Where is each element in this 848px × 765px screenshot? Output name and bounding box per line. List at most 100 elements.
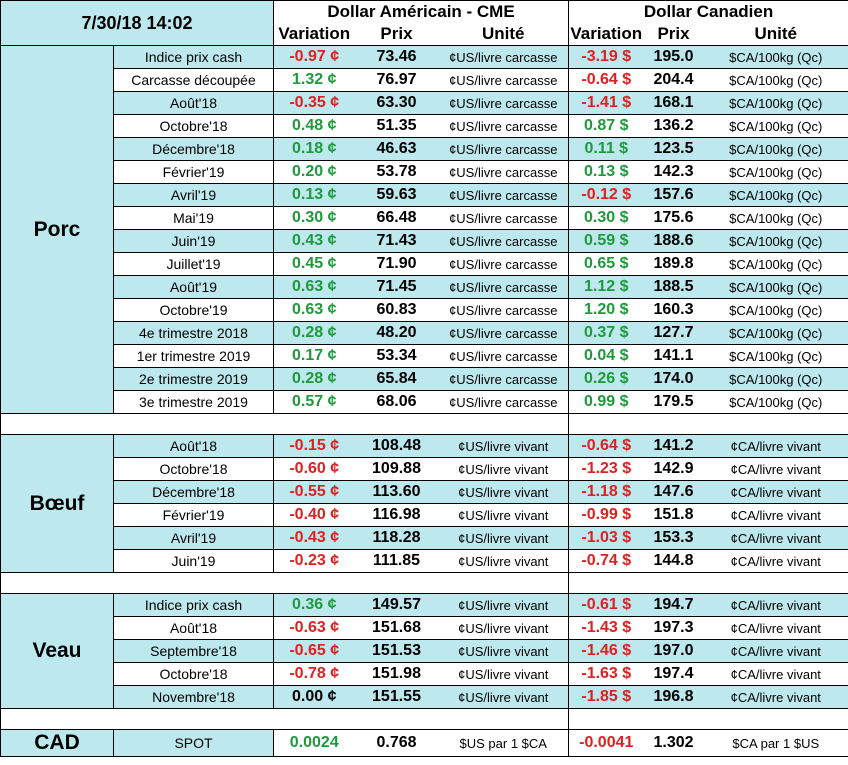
- cad-unit: $CA/100kg (Qc): [703, 137, 848, 161]
- usd-unit: ¢US/livre vivant: [438, 593, 570, 617]
- table-row: Octobre'18 0.48 ¢ 51.35 ¢US/livre carcasse 0…: [1, 114, 848, 138]
- usd-variation: 0.28 ¢: [273, 321, 355, 345]
- cad-price: 147.6: [643, 480, 704, 504]
- table-row: Novembre'18 0.00 ¢ 151.55 ¢US/livre vivant -…: [1, 685, 848, 709]
- row-label: Mai'19: [113, 206, 274, 230]
- usd-price: 0.768: [354, 729, 439, 757]
- usd-price: 71.90: [354, 252, 439, 276]
- usd-variation: 0.28 ¢: [273, 367, 355, 391]
- cad-price: 157.6: [643, 183, 704, 207]
- usd-unit: ¢US/livre carcasse: [438, 91, 570, 115]
- cad-unit: $CA/100kg (Qc): [703, 390, 848, 414]
- usd-price: 113.60: [354, 480, 439, 504]
- spacer-row: [0, 413, 848, 435]
- usd-price: 65.84: [354, 367, 439, 391]
- usd-price: 151.53: [354, 639, 439, 663]
- row-label: 1er trimestre 2019: [113, 344, 274, 368]
- cad-variation: 1.20 $: [568, 298, 644, 322]
- cad-unit: $CA/100kg (Qc): [703, 68, 848, 92]
- row-label: 4e trimestre 2018: [113, 321, 274, 345]
- cad-price: 188.6: [643, 229, 704, 253]
- table-row: Octobre'18 -0.78 ¢ 151.98 ¢US/livre vivant -…: [1, 662, 848, 686]
- row-label: Indice prix cash: [113, 593, 274, 617]
- table-row: 4e trimestre 2018 0.28 ¢ 48.20 ¢US/livre ca…: [1, 321, 848, 345]
- usd-price: 46.63: [354, 137, 439, 161]
- row-label: SPOT: [113, 729, 274, 757]
- cad-price: 175.6: [643, 206, 704, 230]
- cad-price: 123.5: [643, 137, 704, 161]
- cad-unit: ¢CA/livre vivant: [703, 639, 848, 663]
- table-row: 3e trimestre 2019 0.57 ¢ 68.06 ¢US/livre ca…: [1, 390, 848, 414]
- cad-price: 141.1: [643, 344, 704, 368]
- table-row: Avril'19 -0.43 ¢ 118.28 ¢US/livre vivant -1.…: [1, 526, 848, 550]
- cad-unit: ¢CA/livre vivant: [703, 503, 848, 527]
- table-row: Février'19 0.20 ¢ 53.78 ¢US/livre carcasse 0…: [1, 160, 848, 184]
- usd-unit: ¢US/livre carcasse: [438, 321, 570, 345]
- cad-price: 197.3: [643, 616, 704, 640]
- cad-unit: $CA/100kg (Qc): [703, 344, 848, 368]
- cad-variation: -1.85 $: [568, 685, 644, 709]
- header-row-2: Variation Prix Unité Variation Prix Unit…: [1, 23, 848, 46]
- cad-variation: -3.19 $: [568, 45, 644, 69]
- cad-variation: 0.11 $: [568, 137, 644, 161]
- usd-price: 71.45: [354, 275, 439, 299]
- table-row: Juin'19 0.43 ¢ 71.43 ¢US/livre carcasse 0.59…: [1, 229, 848, 253]
- row-label: Octobre'18: [113, 457, 274, 481]
- usd-price: 151.68: [354, 616, 439, 640]
- cad-unit: $CA/100kg (Qc): [703, 298, 848, 322]
- spacer-cad: [568, 572, 848, 594]
- usd-unit: ¢US/livre carcasse: [438, 344, 570, 368]
- cad-variation: -0.64 $: [568, 68, 644, 92]
- usd-price: 51.35: [354, 114, 439, 138]
- row-label: Octobre'18: [113, 662, 274, 686]
- cad-unit: ¢CA/livre vivant: [703, 685, 848, 709]
- cad-price: 196.8: [643, 685, 704, 709]
- usd-price: 76.97: [354, 68, 439, 92]
- usd-unit: ¢US/livre vivant: [438, 503, 570, 527]
- usd-variation: 0.36 ¢: [273, 593, 355, 617]
- cad-col-unite: Unité: [703, 23, 848, 46]
- cad-unit: $CA/100kg (Qc): [703, 45, 848, 69]
- cad-unit: $CA par 1 $US: [703, 729, 848, 757]
- usd-variation: -0.97 ¢: [273, 45, 355, 69]
- usd-unit: ¢US/livre vivant: [438, 434, 570, 458]
- cad-unit: $CA/100kg (Qc): [703, 321, 848, 345]
- table-row: Carcasse découpée 1.32 ¢ 76.97 ¢US/livre ca…: [1, 68, 848, 92]
- cad-variation: -0.64 $: [568, 434, 644, 458]
- usd-variation: 0.17 ¢: [273, 344, 355, 368]
- usd-price: 53.78: [354, 160, 439, 184]
- cad-price: 141.2: [643, 434, 704, 458]
- cad-price: 144.8: [643, 549, 704, 573]
- usd-variation: 0.43 ¢: [273, 229, 355, 253]
- cad-unit: ¢CA/livre vivant: [703, 480, 848, 504]
- report-datetime: 7/30/18 14:02: [0, 0, 274, 46]
- usd-variation: -0.78 ¢: [273, 662, 355, 686]
- usd-unit: ¢US/livre carcasse: [438, 114, 570, 138]
- row-label: 3e trimestre 2019: [113, 390, 274, 414]
- cad-price: 195.0: [643, 45, 704, 69]
- usd-unit: ¢US/livre vivant: [438, 662, 570, 686]
- row-label: Novembre'18: [113, 685, 274, 709]
- row-label: Août'19: [113, 275, 274, 299]
- usd-unit: ¢US/livre carcasse: [438, 68, 570, 92]
- cad-unit: $CA/100kg (Qc): [703, 252, 848, 276]
- table-row: Septembre'18 -0.65 ¢ 151.53 ¢US/livre vivan…: [1, 639, 848, 663]
- cad-price: 142.3: [643, 160, 704, 184]
- usd-unit: ¢US/livre carcasse: [438, 275, 570, 299]
- cad-variation: -1.18 $: [568, 480, 644, 504]
- cad-unit: ¢CA/livre vivant: [703, 593, 848, 617]
- table-row: 1er trimestre 2019 0.17 ¢ 53.34 ¢US/livre c…: [1, 344, 848, 368]
- usd-price: 73.46: [354, 45, 439, 69]
- cad-price: 204.4: [643, 68, 704, 92]
- cad-price: 174.0: [643, 367, 704, 391]
- usd-price: 151.55: [354, 685, 439, 709]
- usd-unit: ¢US/livre vivant: [438, 526, 570, 550]
- usd-col-prix: Prix: [354, 23, 439, 46]
- usd-price: 151.98: [354, 662, 439, 686]
- row-label: Septembre'18: [113, 639, 274, 663]
- cad-variation: -1.23 $: [568, 457, 644, 481]
- row-label: Juin'19: [113, 229, 274, 253]
- usd-unit: ¢US/livre carcasse: [438, 206, 570, 230]
- cad-variation: 0.65 $: [568, 252, 644, 276]
